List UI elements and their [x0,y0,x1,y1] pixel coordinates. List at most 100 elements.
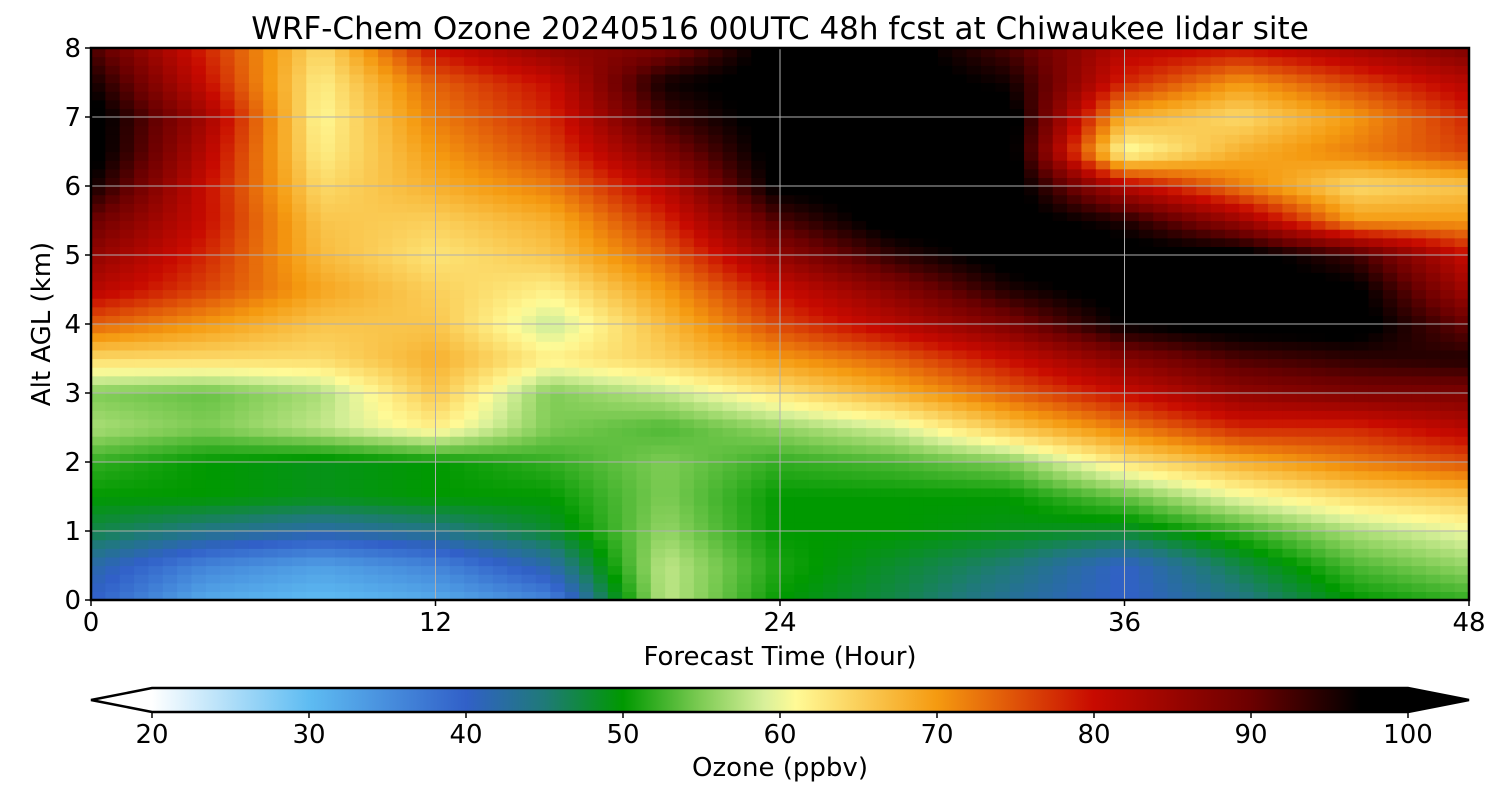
heatmap-cell [923,539,939,549]
heatmap-cell [119,556,135,567]
heatmap-cell [1425,496,1441,506]
heatmap-cell [794,177,810,187]
heatmap-cell [449,298,465,308]
heatmap-cell [966,263,982,273]
heatmap-cell [1009,186,1025,196]
heatmap-cell [722,255,738,265]
heatmap-cell [1354,237,1370,247]
heatmap-cell [1296,289,1312,299]
heatmap-cell [808,263,824,273]
heatmap-cell [1425,367,1441,377]
heatmap-cell [1167,289,1183,299]
heatmap-cell [521,151,537,161]
heatmap-cell [162,324,178,334]
heatmap-cell [320,574,336,584]
heatmap-cell [923,574,939,584]
heatmap-cell [665,462,681,472]
heatmap-cell [1081,186,1097,196]
heatmap-cell [105,220,121,230]
heatmap-cell [1239,539,1255,549]
heatmap-cell [923,427,939,437]
heatmap-cell [708,539,724,549]
heatmap-cell [421,151,437,161]
heatmap-cell [1368,591,1384,600]
heatmap-cell [220,324,236,334]
heatmap-cell [191,306,207,316]
heatmap-cell [837,332,853,342]
heatmap-cell [808,315,824,325]
heatmap-cell [349,487,365,498]
heatmap-cell [291,548,307,558]
heatmap-cell [995,255,1011,265]
heatmap-cell [736,306,752,316]
heatmap-cell [1167,565,1183,575]
heatmap-cell [794,367,810,377]
heatmap-cell [937,591,953,600]
heatmap-cell [535,565,551,575]
heatmap-cell [234,375,250,385]
heatmap-cell [220,427,236,437]
heatmap-cell [205,384,221,394]
heatmap-cell [291,211,307,222]
heatmap-cell [349,211,365,222]
heatmap-cell [1425,487,1441,498]
heatmap-cell [119,324,135,334]
heatmap-cell [1009,263,1025,273]
heatmap-cell [1124,246,1140,256]
heatmap-cell [794,427,810,437]
heatmap-cell [1052,358,1068,368]
heatmap-cell [263,556,279,567]
heatmap-cell [464,341,480,351]
heatmap-cell [421,272,437,282]
heatmap-cell [550,349,566,360]
heatmap-cell [780,574,795,584]
heatmap-cell [1210,505,1226,515]
heatmap-cell [234,384,250,394]
heatmap-cell [1411,306,1427,316]
heatmap-cell [966,496,982,506]
heatmap-cell [909,341,925,351]
heatmap-cell [378,229,394,239]
heatmap-cell [1253,177,1269,187]
heatmap-cell [435,324,451,334]
heatmap-cell [1382,367,1398,377]
heatmap-cell [851,427,867,437]
heatmap-cell [823,289,839,299]
heatmap-cell [349,332,365,342]
heatmap-cell [1009,401,1025,411]
heatmap-cell [177,194,193,204]
heatmap-cell [579,496,594,506]
heatmap-cell [277,487,293,498]
heatmap-cell [1167,220,1183,230]
heatmap-cell [177,401,193,411]
heatmap-cell [1138,168,1154,178]
heatmap-cell [220,160,236,170]
heatmap-cell [952,470,968,480]
heatmap-cell [220,341,236,351]
heatmap-cell [535,427,551,437]
heatmap-cell [780,427,795,437]
heatmap-cell [995,229,1011,239]
heatmap-cell [1325,436,1341,446]
heatmap-cell [191,479,207,489]
heatmap-cell [1196,453,1212,463]
heatmap-cell [937,574,953,584]
heatmap-cell [1067,203,1083,213]
heatmap-cell [1339,393,1355,403]
heatmap-cell [693,367,709,377]
heatmap-cell [148,531,164,541]
heatmap-cell [148,358,164,368]
heatmap-cell [722,384,738,394]
heatmap-cell [1124,591,1140,600]
heatmap-cell [449,358,465,368]
heatmap-cell [894,531,910,541]
heatmap-cell [1354,306,1370,316]
heatmap-cell [923,548,939,558]
heatmap-cell [406,358,422,368]
heatmap-cell [1009,237,1025,247]
heatmap-cell [995,505,1011,515]
heatmap-cell [1009,229,1025,239]
heatmap-cell [191,401,207,411]
heatmap-cell [464,358,480,368]
heatmap-cell [1196,582,1212,592]
